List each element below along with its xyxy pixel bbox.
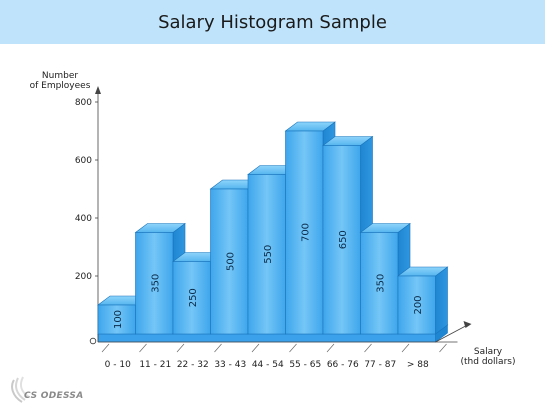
- bar-value-label: 700: [300, 223, 311, 242]
- x-tick-label: > 88: [407, 360, 429, 370]
- bar-value-label: 200: [413, 295, 424, 314]
- x-tick-label: 0 - 10: [105, 360, 131, 370]
- y-tick-label: 200: [75, 272, 92, 282]
- bar-front: [247, 174, 286, 335]
- bar-front: [210, 188, 249, 335]
- x-tick: [251, 343, 260, 353]
- x-tick-label: 11 - 21: [139, 360, 171, 370]
- y-axis-title: of Employees: [30, 81, 91, 91]
- bar-value-label: 550: [263, 245, 274, 264]
- bar-value-label: 650: [338, 230, 349, 249]
- y-tick-label: 400: [75, 214, 92, 224]
- x-tick: [101, 343, 110, 353]
- x-axis-depth-line: [435, 324, 468, 343]
- x-tick-label: 33 - 43: [214, 360, 246, 370]
- x-tick: [401, 343, 410, 353]
- y-axis-title: Number: [42, 71, 78, 81]
- bar-front: [360, 232, 399, 335]
- x-tick: [214, 343, 222, 353]
- logo-text: CS ODESSA: [24, 391, 84, 401]
- x-tick: [364, 343, 372, 353]
- x-axis-arrow-icon: [463, 321, 472, 328]
- bar-value-label: 350: [150, 274, 161, 293]
- bar-front: [322, 145, 361, 335]
- x-axis-title: (thd dollars): [461, 357, 516, 367]
- x-tick-label: 22 - 32: [177, 360, 209, 370]
- chart-floor-front: [97, 333, 436, 343]
- x-tick: [139, 343, 147, 353]
- x-tick: [289, 343, 297, 353]
- x-tick-label: 44 - 54: [252, 360, 284, 370]
- x-axis-title: Salary: [474, 347, 503, 357]
- bar-front: [97, 304, 136, 335]
- x-tick-label: 77 - 87: [364, 360, 396, 370]
- x-tick: [176, 343, 185, 353]
- bar-value-label: 250: [188, 288, 199, 307]
- bar-side: [435, 266, 448, 335]
- bar-front: [172, 261, 211, 335]
- title-bar: Salary Histogram Sample: [0, 0, 545, 44]
- bar-front: [397, 275, 436, 335]
- histogram-bar: [397, 266, 449, 335]
- x-tick: [326, 343, 335, 353]
- y-tick-label: 800: [75, 98, 92, 108]
- x-tick: [439, 343, 447, 353]
- bar-value-label: 500: [225, 252, 236, 271]
- bar-front: [135, 232, 174, 335]
- x-tick-label: 66 - 76: [327, 360, 359, 370]
- chart-title: Salary Histogram Sample: [158, 11, 387, 33]
- cs-odessa-logo-icon: [11, 376, 30, 403]
- y-axis-arrow-icon: [95, 86, 101, 94]
- bar-value-label: 100: [113, 310, 124, 329]
- y-origin-marker: [89, 337, 97, 345]
- x-tick-label: 55 - 65: [289, 360, 321, 370]
- bar-front: [285, 130, 324, 335]
- y-tick-label: 600: [75, 156, 92, 166]
- bar-value-label: 350: [375, 274, 386, 293]
